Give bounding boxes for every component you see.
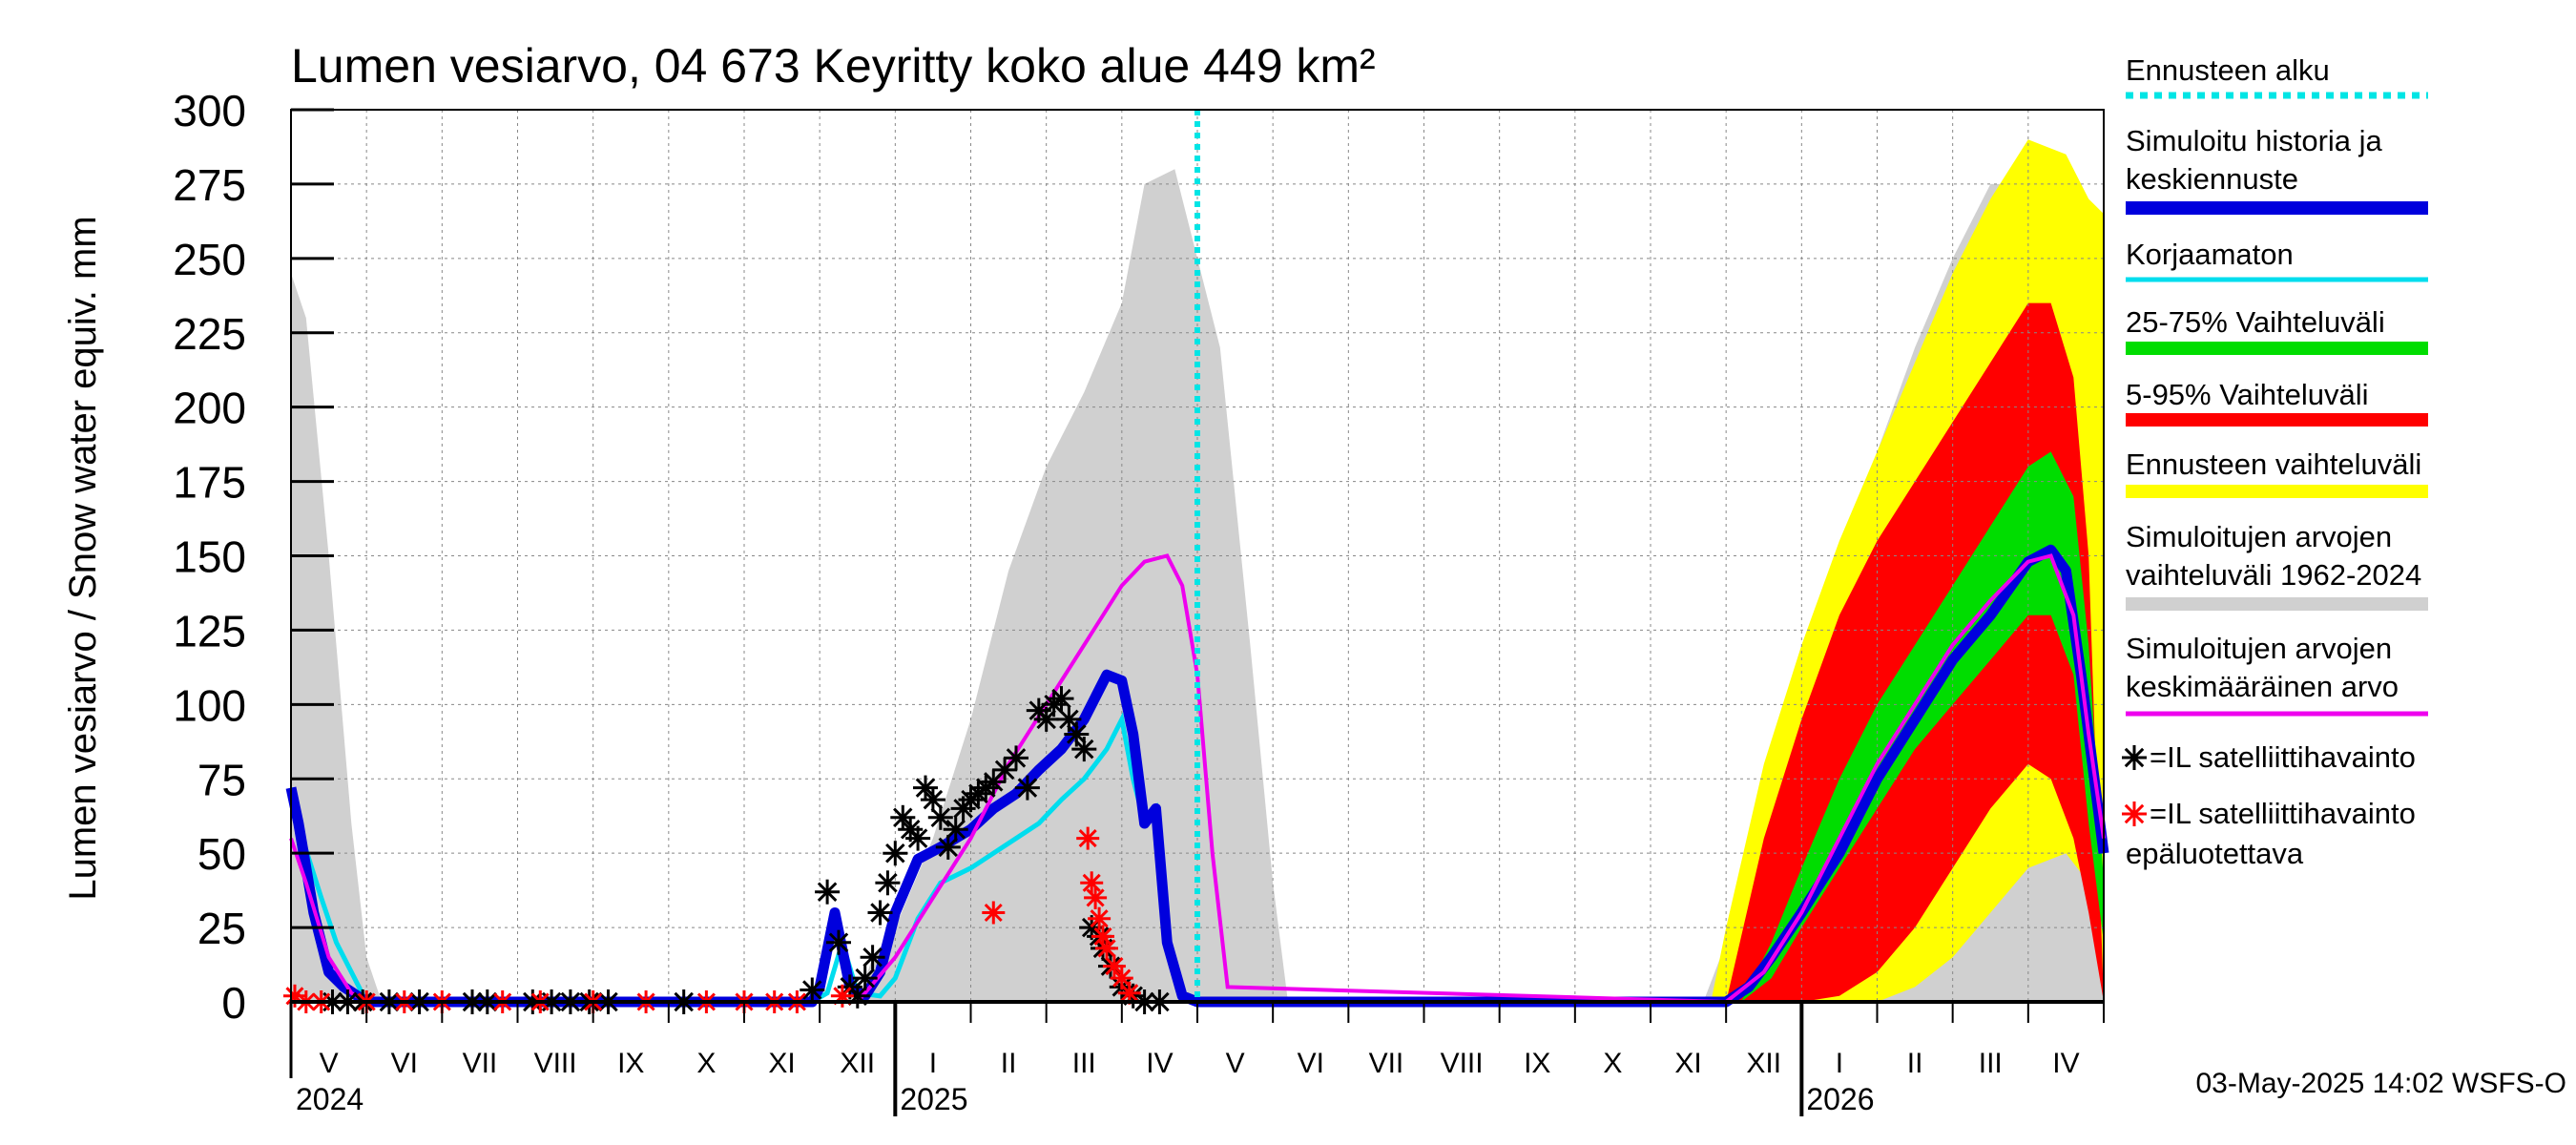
satellite-observation-star bbox=[1064, 721, 1090, 747]
y-tick-label: 25 bbox=[197, 904, 246, 953]
y-tick-label: 175 bbox=[173, 458, 246, 508]
year-label: 2024 bbox=[296, 1082, 364, 1116]
legend-label: =IL satelliittihavainto bbox=[2150, 797, 2416, 830]
y-axis-label: Lumen vesiarvo / Snow water equiv. mm bbox=[62, 216, 104, 900]
satellite-observation-unreliable-star bbox=[830, 984, 854, 1008]
legend-label: =IL satelliittihavainto bbox=[2150, 740, 2416, 774]
y-tick-label: 125 bbox=[173, 606, 246, 656]
y-tick-label: 150 bbox=[173, 532, 246, 582]
month-label: III bbox=[1072, 1048, 1096, 1079]
month-label: IX bbox=[617, 1048, 644, 1079]
chart-title: Lumen vesiarvo, 04 673 Keyritty koko alu… bbox=[291, 39, 1376, 93]
month-label: VI bbox=[391, 1048, 418, 1079]
month-label: VI bbox=[1298, 1048, 1324, 1079]
y-tick-label: 225 bbox=[173, 309, 246, 359]
month-label: XI bbox=[768, 1048, 795, 1079]
satellite-observation-star bbox=[905, 825, 931, 851]
month-label: X bbox=[1603, 1048, 1622, 1079]
month-label: IV bbox=[2052, 1048, 2079, 1079]
satellite-observation-star bbox=[800, 977, 825, 1003]
legend-label: 5-95% Vaihteluväli bbox=[2126, 378, 2368, 411]
month-label: IV bbox=[1146, 1048, 1173, 1079]
satellite-observation-star bbox=[1049, 686, 1074, 712]
month-label: I bbox=[929, 1048, 937, 1079]
y-tick-label: 50 bbox=[197, 829, 246, 879]
timestamp: 03-May-2025 14:02 WSFS-O bbox=[2196, 1068, 2567, 1099]
y-tick-label: 75 bbox=[197, 755, 246, 804]
legend-star-black bbox=[2122, 745, 2147, 770]
legend-label: Simuloitujen arvojen bbox=[2126, 632, 2392, 665]
satellite-observation-star bbox=[1014, 775, 1040, 801]
y-tick-label: 200 bbox=[173, 384, 246, 433]
year-label: 2025 bbox=[900, 1082, 967, 1116]
y-tick-label: 300 bbox=[173, 86, 246, 135]
satellite-observation-unreliable-star bbox=[1095, 936, 1118, 960]
satellite-observation-star bbox=[860, 945, 885, 970]
satellite-observation-star bbox=[935, 834, 961, 860]
satellite-observation-star bbox=[826, 929, 851, 955]
month-label: IX bbox=[1524, 1048, 1550, 1079]
y-tick-label: 250 bbox=[173, 235, 246, 284]
satellite-observation-star bbox=[852, 966, 878, 991]
legend-label: keskiennuste bbox=[2126, 162, 2298, 196]
month-label: II bbox=[1907, 1048, 1923, 1079]
satellite-observation-star bbox=[815, 879, 841, 905]
satellite-observation-unreliable-star bbox=[982, 901, 1006, 925]
y-tick-label: 275 bbox=[173, 160, 246, 210]
year-label: 2026 bbox=[1806, 1082, 1874, 1116]
month-label: XI bbox=[1674, 1048, 1701, 1079]
month-label: XII bbox=[1746, 1048, 1781, 1079]
month-label: XII bbox=[840, 1048, 875, 1079]
y-tick-label: 0 bbox=[221, 978, 246, 1028]
month-label: V bbox=[1226, 1048, 1245, 1079]
satellite-observation-star bbox=[920, 787, 945, 813]
month-label: VIII bbox=[1441, 1048, 1484, 1079]
month-label: I bbox=[1836, 1048, 1843, 1079]
legend-label: Simuloitu historia ja bbox=[2126, 124, 2383, 157]
satellite-observation-unreliable-star bbox=[1080, 871, 1104, 895]
satellite-observation-star bbox=[943, 817, 968, 843]
satellite-observation-star bbox=[875, 870, 901, 896]
legend-star-red bbox=[2122, 802, 2147, 826]
month-label: V bbox=[320, 1048, 339, 1079]
legend-label: Korjaamaton bbox=[2126, 238, 2294, 271]
legend: Ennusteen alku Simuloitu historia ja keski… bbox=[2122, 53, 2428, 870]
satellite-observation-star bbox=[927, 804, 953, 830]
legend-label: keskimääräinen arvo bbox=[2126, 670, 2399, 703]
month-label: VII bbox=[463, 1048, 498, 1079]
legend-label: 25-75% Vaihteluväli bbox=[2126, 305, 2385, 339]
mean-line bbox=[289, 553, 2106, 1005]
satellite-observation-unreliable-star bbox=[1102, 954, 1126, 978]
month-label: X bbox=[696, 1048, 716, 1079]
month-label: VII bbox=[1369, 1048, 1404, 1079]
satellite-observation-star bbox=[1004, 745, 1028, 771]
satellite-observation-star bbox=[1071, 737, 1097, 762]
satellite-observation-star bbox=[867, 900, 893, 926]
satellite-observation-star bbox=[883, 841, 908, 866]
satellite-observation-star bbox=[913, 775, 938, 801]
satellite-observation-unreliable-star bbox=[1076, 826, 1100, 850]
month-label: II bbox=[1001, 1048, 1017, 1079]
simulated-line bbox=[285, 544, 2109, 1008]
legend-label: vaihteluväli 1962-2024 bbox=[2126, 558, 2421, 592]
satellite-observation-star bbox=[890, 804, 916, 830]
month-label: VIII bbox=[534, 1048, 577, 1079]
satellite-observation-unreliable-star bbox=[1088, 906, 1111, 930]
legend-label: Simuloitujen arvojen bbox=[2126, 520, 2392, 553]
legend-label: Ennusteen alku bbox=[2126, 53, 2330, 87]
legend-label: Ennusteen vaihteluväli bbox=[2126, 448, 2421, 481]
month-label: III bbox=[1979, 1048, 2003, 1079]
y-tick-label: 100 bbox=[173, 680, 246, 730]
legend-label: epäluotettava bbox=[2126, 837, 2304, 870]
satellite-observation-unreliable-star bbox=[1084, 885, 1108, 909]
